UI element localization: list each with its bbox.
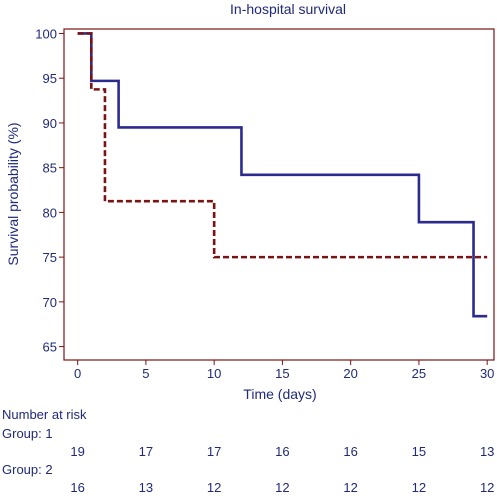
x-axis-title: Time (days) [243, 386, 316, 402]
x-tick-label: 25 [412, 366, 426, 381]
y-tick-label: 65 [43, 340, 57, 355]
number-at-risk-table: Number at risk Group: 1 19 17 17 16 16 15 13 Gro… [2, 407, 494, 495]
risk-count: 12 [207, 480, 221, 495]
survival-curve-1 [77, 32, 488, 318]
y-tick-label: 95 [43, 71, 57, 86]
risk-count: 13 [139, 480, 153, 495]
risk-count: 16 [343, 444, 357, 459]
risk-count: 16 [70, 480, 84, 495]
risk-group-label: Group: 2 [2, 462, 53, 477]
risk-count: 13 [480, 444, 494, 459]
plot-frame [63, 28, 495, 361]
risk-count: 12 [275, 480, 289, 495]
y-axis-title: Survival probability (%) [5, 122, 21, 265]
risk-group-label: Group: 1 [2, 426, 53, 441]
risk-count: 12 [412, 480, 426, 495]
x-tick-label: 0 [74, 366, 81, 381]
y-tick-label: 80 [43, 205, 57, 220]
axes: 65 70 75 80 85 90 95 100 0 5 10 15 20 25 30 [35, 26, 494, 381]
y-tick-label: 75 [43, 250, 57, 265]
x-tick-label: 20 [343, 366, 357, 381]
risk-count: 15 [412, 444, 426, 459]
x-tick-label: 5 [142, 366, 149, 381]
x-tick-label: 10 [207, 366, 221, 381]
risk-count: 12 [343, 480, 357, 495]
risk-count: 12 [480, 480, 494, 495]
x-tick-label: 15 [275, 366, 289, 381]
x-tick-label: 30 [480, 366, 494, 381]
risk-count: 17 [139, 444, 153, 459]
risk-count: 17 [207, 444, 221, 459]
risk-table-heading: Number at risk [2, 407, 87, 422]
y-tick-label: 90 [43, 116, 57, 131]
chart-title: In-hospital survival [230, 1, 346, 17]
y-tick-label: 100 [35, 26, 57, 41]
series-layer [77, 32, 488, 318]
risk-count: 16 [275, 444, 289, 459]
risk-count: 19 [70, 444, 84, 459]
survival-curve-2 [77, 32, 488, 259]
y-tick-label: 85 [43, 161, 57, 176]
y-tick-label: 70 [43, 295, 57, 310]
